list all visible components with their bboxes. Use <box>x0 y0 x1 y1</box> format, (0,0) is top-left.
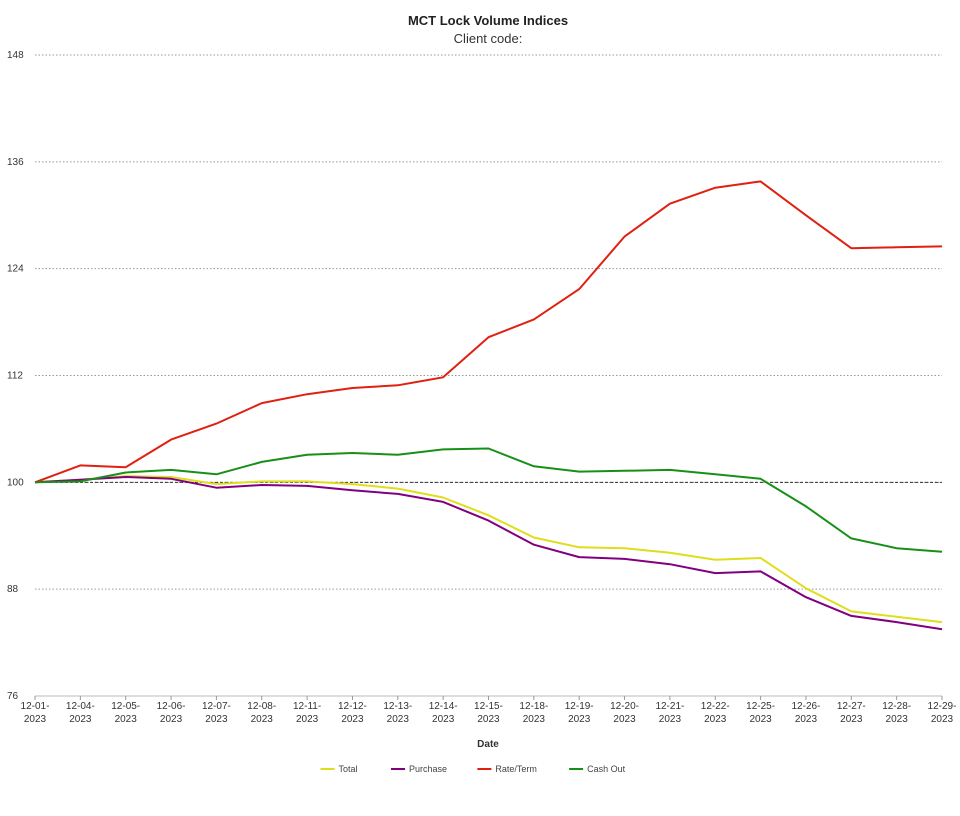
series-line-purchase <box>34 476 943 631</box>
x-tick-label: 12-29-2023 <box>928 701 957 725</box>
x-tick-label: 12-06-2023 <box>157 701 186 725</box>
series-lines <box>34 180 943 631</box>
legend-label-purchase: Purchase <box>409 764 447 774</box>
series-line-total <box>34 475 943 624</box>
legend: Total Purchase Rate/Term Cash Out <box>320 764 626 774</box>
y-tick-label: 148 <box>7 50 24 61</box>
y-tick-label: 136 <box>7 157 24 168</box>
x-tick-label: 12-27-2023 <box>837 701 866 725</box>
legend-label-rate-term: Rate/Term <box>495 764 537 774</box>
chart-title: MCT Lock Volume Indices <box>407 13 569 28</box>
x-tick-label: 12-01-2023 <box>21 701 50 725</box>
y-tick-label: 88 <box>7 584 19 595</box>
y-tick-label: 124 <box>7 264 24 275</box>
x-tick-label: 12-14-2023 <box>429 701 458 725</box>
x-axis-title: Date <box>477 739 499 750</box>
x-tick-label: 12-15-2023 <box>474 701 503 725</box>
grid-lines <box>35 54 942 697</box>
x-tick-label: 12-21-2023 <box>655 701 684 725</box>
x-tick-label: 12-07-2023 <box>202 701 231 725</box>
x-tick-label: 12-12-2023 <box>338 701 367 725</box>
x-tick-label: 12-20-2023 <box>610 701 639 725</box>
x-tick-label: 12-04-2023 <box>66 701 95 725</box>
x-tick-label: 12-28-2023 <box>882 701 911 725</box>
y-tick-label: 112 <box>7 371 23 382</box>
y-tick-label: 100 <box>7 477 24 488</box>
legend-label-cash-out: Cash Out <box>587 764 626 774</box>
x-tick-label: 12-13-2023 <box>383 701 412 725</box>
series-line-rate-term <box>34 180 943 484</box>
legend-label-total: Total <box>339 764 358 774</box>
x-tick-label: 12-11-2023 <box>293 701 321 725</box>
x-tick-label: 12-19-2023 <box>565 701 594 725</box>
x-tick-label: 12-18-2023 <box>519 701 548 725</box>
x-tick-label: 12-25-2023 <box>746 701 775 725</box>
y-tick-label: 76 <box>7 691 19 702</box>
x-tick-label: 12-22-2023 <box>701 701 730 725</box>
chart-subtitle: Client code: <box>453 31 523 46</box>
x-tick-label: 12-08-2023 <box>247 701 276 725</box>
x-tick-label: 12-26-2023 <box>791 701 820 725</box>
x-tick-label: 12-05-2023 <box>111 701 140 725</box>
y-axis-ticks: 76 88 100 112 124 136 148 <box>7 50 24 702</box>
x-axis-ticks: 12-01-2023 12-04-2023 12-05-2023 12-06-2023… <box>21 696 957 725</box>
series-line-cash-out <box>34 447 943 553</box>
